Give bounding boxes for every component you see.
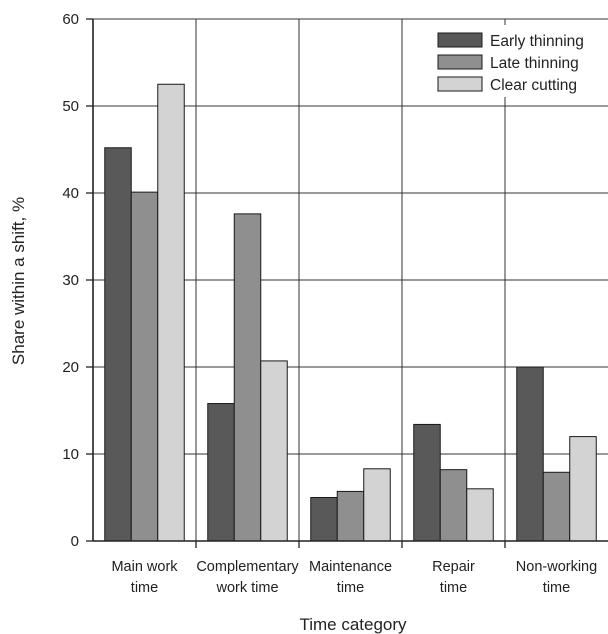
x-tick-label: Non-working time xyxy=(516,559,597,596)
bars xyxy=(104,83,597,542)
y-tick-label: 30 xyxy=(62,272,79,289)
legend-swatch xyxy=(437,32,483,48)
bar xyxy=(207,403,235,542)
x-tick-label: Complementary work time xyxy=(196,559,299,596)
bar xyxy=(233,213,262,542)
x-tick-label: Maintenance time xyxy=(309,559,392,596)
y-tick-label: 0 xyxy=(71,533,79,550)
legend-label: Late thinning xyxy=(490,55,579,72)
bar xyxy=(310,497,338,542)
bar xyxy=(569,436,597,542)
x-tick-label: Repair time xyxy=(432,559,475,596)
x-tick-label: Main work time xyxy=(111,559,178,596)
bar xyxy=(542,471,571,542)
y-tick-label: 60 xyxy=(62,11,79,28)
bar xyxy=(516,366,544,542)
bar xyxy=(260,360,288,542)
y-tick-label: 20 xyxy=(62,359,79,376)
legend-swatch xyxy=(437,76,483,92)
bar xyxy=(363,468,391,542)
legend-label: Clear cutting xyxy=(490,77,577,94)
legend-label: Early thinning xyxy=(490,33,584,50)
bar xyxy=(104,147,132,542)
bar xyxy=(413,423,441,542)
bar xyxy=(130,191,159,542)
legend-swatch xyxy=(437,54,483,70)
bar xyxy=(336,490,365,542)
axes xyxy=(86,18,608,548)
bar xyxy=(466,488,494,542)
tick-labels: 0 10 20 30 40 50 60 xyxy=(62,11,79,550)
bar xyxy=(157,83,185,542)
category-labels: Main work time Complementary work time Maint… xyxy=(111,559,597,596)
y-tick-label: 40 xyxy=(62,185,79,202)
y-axis-title: Share within a shift, % xyxy=(9,197,28,365)
bar xyxy=(439,469,468,542)
y-tick-label: 50 xyxy=(62,98,79,115)
x-axis-title: Time category xyxy=(299,615,407,634)
legend: Early thinning Late thinning Clear cutting xyxy=(426,25,602,97)
y-tick-label: 10 xyxy=(62,446,79,463)
